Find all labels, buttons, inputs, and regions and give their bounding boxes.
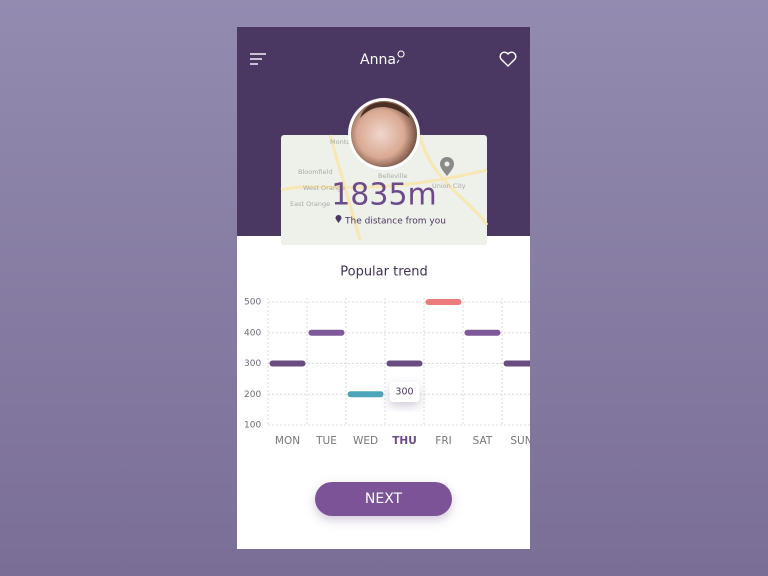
chart-title: Popular trend <box>340 265 428 280</box>
map-label: Belleville <box>378 172 407 180</box>
avatar <box>351 101 417 167</box>
next-button[interactable] <box>315 482 452 516</box>
pin-icon <box>335 215 342 223</box>
map <box>281 135 487 245</box>
y-tick-label: 100 <box>244 421 261 431</box>
map-label: Montclair <box>330 138 360 146</box>
header-title: Anna <box>360 52 396 68</box>
map-label: East Orange <box>290 200 330 208</box>
title-icon <box>396 50 405 64</box>
avatar-hair <box>360 102 410 118</box>
phone-card: Anna Montclair Bloomfield West Orange Belle… <box>237 27 532 549</box>
trend-marker <box>308 329 345 336</box>
trend-marker <box>386 360 423 367</box>
x-tick-label: WED <box>353 435 378 447</box>
chart: 100 200 300 400 500 MON TUE WED THU 300 FRI SAT SUN <box>244 298 532 447</box>
x-tick-label: THU <box>392 435 416 447</box>
distance-label: The distance from you <box>344 217 446 227</box>
map-label: West Orange <box>303 184 345 192</box>
tooltip-value: 300 <box>395 387 413 398</box>
trend-marker <box>347 391 384 398</box>
y-tick-label: 200 <box>244 390 261 400</box>
x-tick-label: FRI <box>435 435 451 447</box>
distance: 1835m <box>331 178 437 213</box>
trend-marker <box>503 360 530 367</box>
map-pin-dot <box>444 161 450 167</box>
map-roads <box>280 134 489 241</box>
map-label: Bloomfield <box>298 168 333 176</box>
x-tick-label: SUN <box>510 435 532 447</box>
tooltip <box>389 382 420 402</box>
next-button-label: NEXT <box>365 491 403 507</box>
x-tick-label: MON <box>275 435 300 447</box>
y-tick-label: 400 <box>244 328 261 338</box>
x-tick-label: TUE <box>315 435 337 447</box>
y-tick-label: 300 <box>244 359 261 369</box>
trend-marker <box>425 299 462 305</box>
heart-icon[interactable] <box>499 51 517 67</box>
menu-icon[interactable] <box>250 53 266 65</box>
x-tick-label: SAT <box>473 435 493 447</box>
map-label: Union City <box>432 182 466 190</box>
trend-marker <box>464 329 501 336</box>
y-tick-label: 500 <box>244 298 261 308</box>
trend-marker <box>269 360 306 367</box>
